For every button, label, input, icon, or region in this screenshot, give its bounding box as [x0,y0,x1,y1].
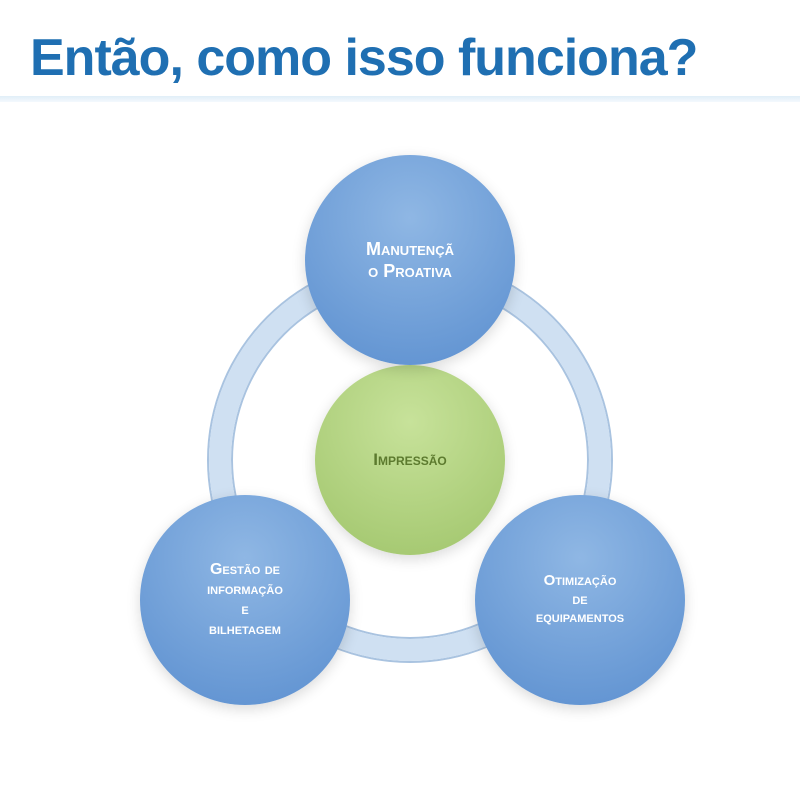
center-circle-impressao: Impressão [315,365,505,555]
center-circle-label: Impressão [373,449,446,470]
outer-circle-bottom-right: Otimização de equipamentos [475,495,685,705]
outer-circle-bottom-left-label: Gestão de informação e bilhetagem [207,560,283,640]
outer-circle-bottom-right-label: Otimização de equipamentos [536,572,624,628]
page-title: Então, como isso funciona? [30,28,770,88]
outer-circle-top: Manutençã o Proativa [305,155,515,365]
outer-circle-top-label: Manutençã o Proativa [366,238,454,283]
outer-circle-bottom-left: Gestão de informação e bilhetagem [140,495,350,705]
stage: Então, como isso funciona? Impressão Man… [0,0,800,800]
title-underline [0,96,800,102]
